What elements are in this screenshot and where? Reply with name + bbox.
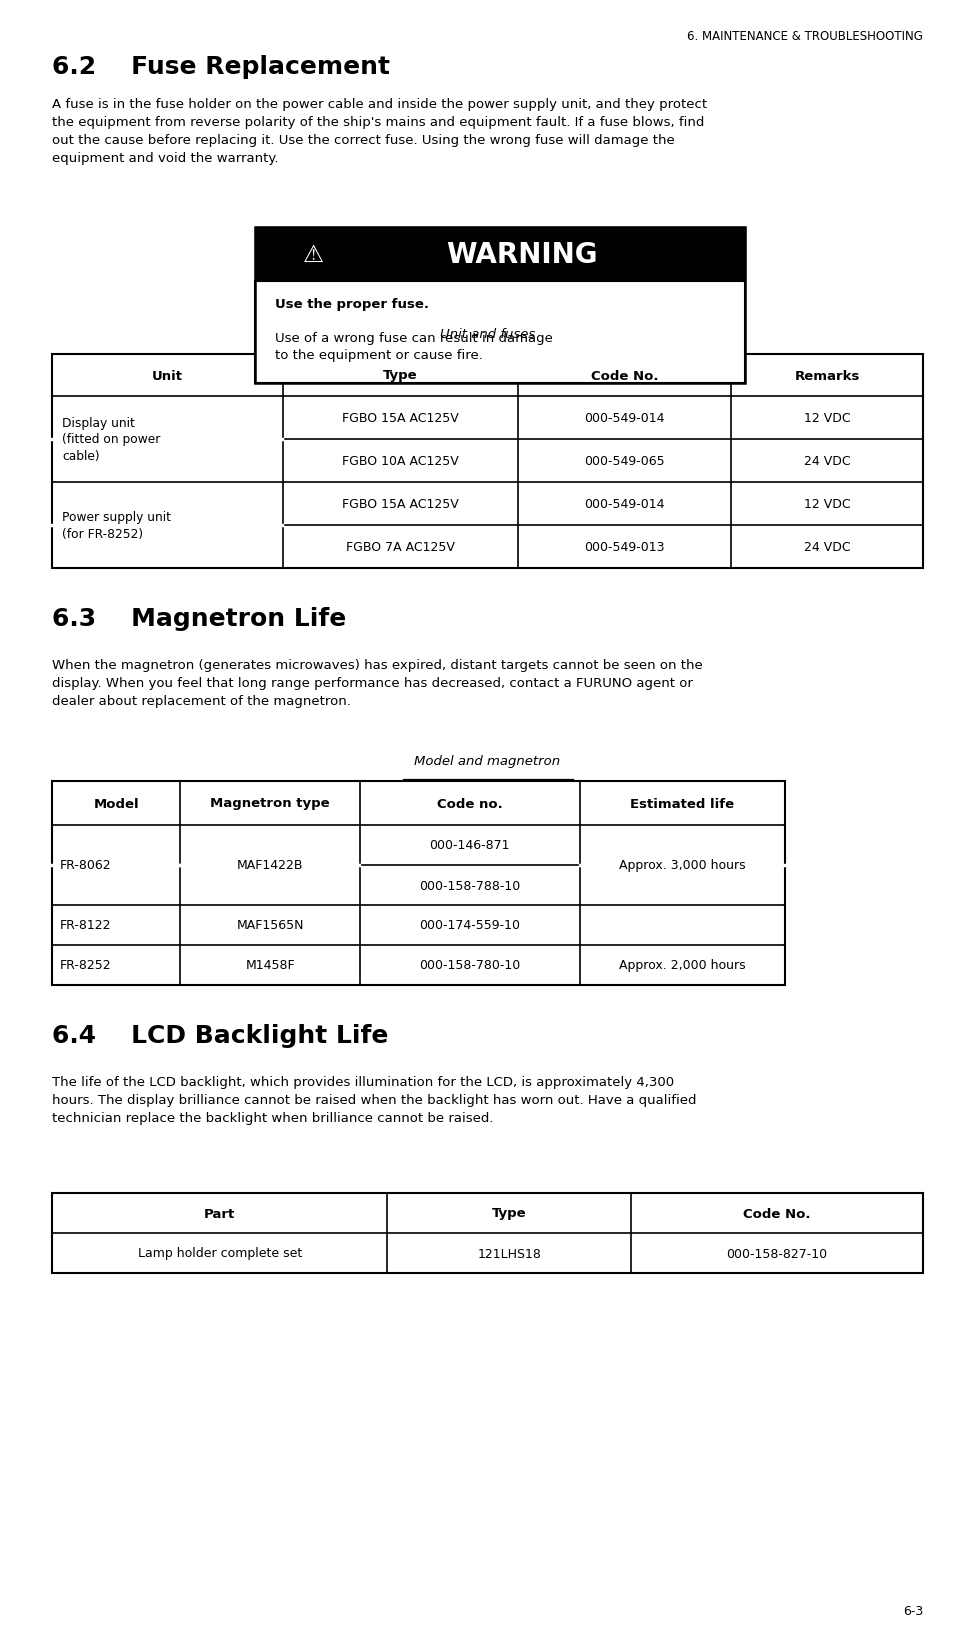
Text: 24 VDC: 24 VDC	[803, 541, 850, 554]
FancyBboxPatch shape	[255, 228, 745, 282]
Text: 000-549-014: 000-549-014	[584, 411, 665, 425]
Text: Approx. 3,000 hours: Approx. 3,000 hours	[619, 859, 746, 872]
Text: WARNING: WARNING	[447, 241, 598, 269]
Text: 6.3    Magnetron Life: 6.3 Magnetron Life	[52, 606, 346, 631]
FancyBboxPatch shape	[52, 1193, 923, 1274]
Text: Unit: Unit	[152, 369, 183, 382]
Text: Display unit
(fitted on power
cable): Display unit (fitted on power cable)	[62, 416, 160, 462]
Text: Approx. 2,000 hours: Approx. 2,000 hours	[619, 959, 746, 972]
Text: Use of a wrong fuse can result in damage
to the equipment or cause fire.: Use of a wrong fuse can result in damage…	[275, 331, 553, 362]
Text: Lamp holder complete set: Lamp holder complete set	[137, 1247, 302, 1260]
Text: FR-8062: FR-8062	[60, 859, 111, 872]
Text: Estimated life: Estimated life	[630, 797, 734, 810]
Text: 000-549-065: 000-549-065	[584, 454, 665, 467]
Text: Part: Part	[204, 1206, 235, 1219]
Text: ⚠: ⚠	[302, 243, 324, 267]
Text: Model: Model	[94, 797, 139, 810]
Text: M1458F: M1458F	[246, 959, 294, 972]
Text: 000-549-013: 000-549-013	[584, 541, 665, 554]
Text: 000-549-014: 000-549-014	[584, 498, 665, 511]
Text: Type: Type	[492, 1206, 526, 1219]
Text: Code No.: Code No.	[591, 369, 658, 382]
Text: Code no.: Code no.	[437, 797, 503, 810]
FancyBboxPatch shape	[52, 782, 785, 985]
Text: FGBO 15A AC125V: FGBO 15A AC125V	[342, 411, 459, 425]
Text: 6-3: 6-3	[903, 1605, 923, 1618]
Text: Power supply unit
(for FR-8252): Power supply unit (for FR-8252)	[62, 511, 171, 541]
Text: 000-158-780-10: 000-158-780-10	[419, 959, 521, 972]
Text: The life of the LCD backlight, which provides illumination for the LCD, is appro: The life of the LCD backlight, which pro…	[52, 1075, 696, 1124]
Text: Code No.: Code No.	[743, 1206, 811, 1219]
Text: FGBO 15A AC125V: FGBO 15A AC125V	[342, 498, 459, 511]
Text: 121LHS18: 121LHS18	[478, 1247, 541, 1260]
Text: 12 VDC: 12 VDC	[803, 498, 850, 511]
Text: Type: Type	[383, 369, 417, 382]
Text: 000-158-788-10: 000-158-788-10	[419, 879, 521, 892]
Text: 6. MAINTENANCE & TROUBLESHOOTING: 6. MAINTENANCE & TROUBLESHOOTING	[687, 30, 923, 43]
Text: FR-8252: FR-8252	[60, 959, 111, 972]
Text: 000-158-827-10: 000-158-827-10	[726, 1247, 828, 1260]
FancyBboxPatch shape	[52, 354, 923, 569]
Text: 000-174-559-10: 000-174-559-10	[419, 919, 521, 933]
Text: 12 VDC: 12 VDC	[803, 411, 850, 425]
Text: 6.4    LCD Backlight Life: 6.4 LCD Backlight Life	[52, 1023, 388, 1047]
Text: Use the proper fuse.: Use the proper fuse.	[275, 298, 429, 311]
Text: 000-146-871: 000-146-871	[430, 839, 510, 852]
FancyBboxPatch shape	[255, 282, 745, 384]
Text: 6.2    Fuse Replacement: 6.2 Fuse Replacement	[52, 56, 390, 79]
Text: Unit and fuses: Unit and fuses	[440, 328, 535, 341]
Text: Model and magnetron: Model and magnetron	[414, 754, 561, 767]
Text: FR-8122: FR-8122	[60, 919, 111, 933]
Text: FGBO 7A AC125V: FGBO 7A AC125V	[346, 541, 454, 554]
Text: MAF1565N: MAF1565N	[236, 919, 304, 933]
Text: Magnetron type: Magnetron type	[211, 797, 330, 810]
Text: Remarks: Remarks	[795, 369, 860, 382]
Text: MAF1422B: MAF1422B	[237, 859, 303, 872]
Text: When the magnetron (generates microwaves) has expired, distant targets cannot be: When the magnetron (generates microwaves…	[52, 659, 703, 708]
Text: FGBO 10A AC125V: FGBO 10A AC125V	[342, 454, 459, 467]
Text: A fuse is in the fuse holder on the power cable and inside the power supply unit: A fuse is in the fuse holder on the powe…	[52, 98, 707, 166]
Text: 24 VDC: 24 VDC	[803, 454, 850, 467]
